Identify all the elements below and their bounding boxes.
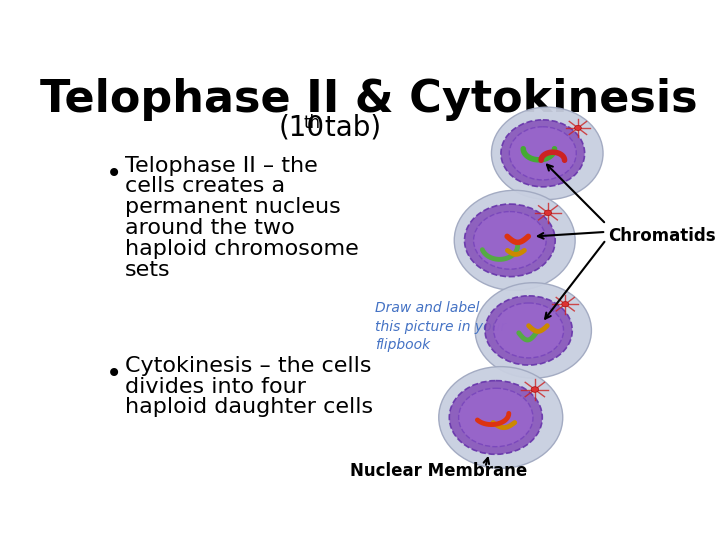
Text: divides into four: divides into four [125, 377, 306, 397]
Ellipse shape [509, 127, 576, 180]
Ellipse shape [475, 283, 591, 378]
Text: th: th [304, 113, 321, 132]
Ellipse shape [531, 387, 539, 392]
Ellipse shape [464, 204, 555, 276]
Text: Telophase II – the: Telophase II – the [125, 156, 318, 176]
Text: Cytokinesis – the cells: Cytokinesis – the cells [125, 356, 372, 376]
Ellipse shape [454, 190, 575, 291]
Text: permanent nucleus: permanent nucleus [125, 197, 341, 217]
Ellipse shape [494, 303, 564, 358]
Text: cells creates a: cells creates a [125, 177, 285, 197]
Text: tab): tab) [315, 114, 381, 142]
Text: •: • [106, 361, 122, 388]
Text: Chromatids: Chromatids [608, 227, 716, 245]
Text: around the two: around the two [125, 218, 294, 238]
Ellipse shape [485, 296, 572, 365]
Ellipse shape [562, 301, 569, 307]
Ellipse shape [544, 210, 552, 215]
Text: haploid chromosome: haploid chromosome [125, 239, 359, 259]
Text: haploid daughter cells: haploid daughter cells [125, 397, 373, 417]
Text: sets: sets [125, 260, 171, 280]
Ellipse shape [492, 107, 603, 200]
Text: Telophase II & Cytokinesis: Telophase II & Cytokinesis [40, 78, 698, 121]
Ellipse shape [575, 125, 581, 131]
Text: Draw and label
this picture in your
flipbook: Draw and label this picture in your flip… [375, 301, 506, 352]
Text: Nuclear Membrane: Nuclear Membrane [350, 462, 527, 481]
Text: (10: (10 [279, 114, 325, 142]
Ellipse shape [474, 212, 546, 269]
Text: •: • [106, 160, 122, 188]
Ellipse shape [459, 388, 533, 447]
Ellipse shape [449, 381, 542, 454]
Ellipse shape [501, 120, 585, 187]
Ellipse shape [438, 367, 563, 468]
